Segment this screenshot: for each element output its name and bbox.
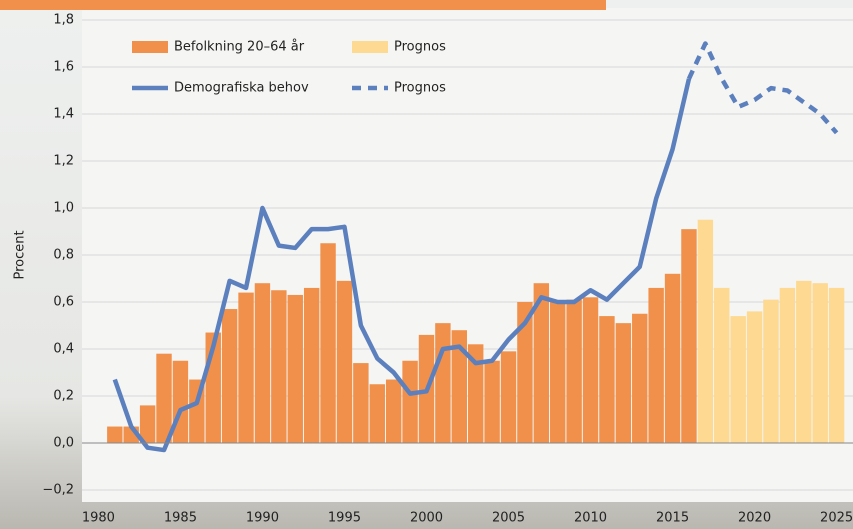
x-tick-label: 1990 bbox=[246, 511, 279, 526]
y-tick-label: 0,0 bbox=[53, 436, 74, 451]
y-tick-label: 1,0 bbox=[53, 201, 74, 216]
bar bbox=[829, 288, 844, 443]
bar bbox=[550, 302, 565, 443]
y-tick-label: 1,8 bbox=[53, 13, 74, 28]
bar bbox=[353, 363, 368, 443]
bar bbox=[665, 274, 680, 443]
y-axis-label: Procent bbox=[13, 230, 28, 279]
legend-swatch bbox=[132, 41, 168, 53]
bar bbox=[484, 361, 499, 443]
legend-label: Befolkning 20–64 år bbox=[174, 40, 305, 55]
x-tick-label: 1995 bbox=[328, 511, 361, 526]
y-tick-label: 0,8 bbox=[53, 248, 74, 263]
bar bbox=[648, 288, 663, 443]
legend-label: Prognos bbox=[394, 40, 446, 55]
y-tick-label: 0,4 bbox=[53, 342, 74, 357]
bar bbox=[632, 314, 647, 443]
x-tick-label: 1980 bbox=[82, 511, 115, 526]
x-tick-label: 2010 bbox=[574, 511, 607, 526]
bar bbox=[337, 281, 352, 443]
y-tick-label: 1,6 bbox=[53, 60, 74, 75]
bar bbox=[698, 220, 713, 443]
bar bbox=[156, 354, 171, 443]
x-tick-label: 2005 bbox=[492, 511, 525, 526]
x-tick-label: 1985 bbox=[164, 511, 197, 526]
bar bbox=[320, 243, 335, 443]
x-tick-label: 2025 bbox=[820, 511, 853, 526]
bar bbox=[812, 283, 827, 443]
bar bbox=[599, 316, 614, 443]
y-tick-label: 1,4 bbox=[53, 107, 74, 122]
bar bbox=[583, 297, 598, 443]
y-tick-label: 0,6 bbox=[53, 295, 74, 310]
bar bbox=[616, 323, 631, 443]
bar bbox=[304, 288, 319, 443]
bar bbox=[681, 229, 696, 443]
y-tick-label: −0,2 bbox=[42, 483, 74, 498]
y-tick-label: 0,2 bbox=[53, 389, 74, 404]
x-tick-label: 2020 bbox=[738, 511, 771, 526]
bar bbox=[796, 281, 811, 443]
chart: Procent −0,2 0,0 0,2 0,4 0,6 0,8 1,0 1,2 1,4 1,6 1… bbox=[0, 0, 853, 529]
bar bbox=[370, 384, 385, 443]
bar bbox=[747, 311, 762, 443]
bar bbox=[238, 293, 253, 443]
legend-swatch bbox=[352, 41, 388, 53]
bar bbox=[271, 290, 286, 443]
y-tick-label: 1,2 bbox=[53, 154, 74, 169]
bar bbox=[501, 351, 516, 443]
bar bbox=[288, 295, 303, 443]
bar bbox=[780, 288, 795, 443]
bar bbox=[714, 288, 729, 443]
x-tick-label: 2000 bbox=[410, 511, 443, 526]
x-tick-label: 2015 bbox=[656, 511, 689, 526]
bar bbox=[386, 380, 401, 443]
bar bbox=[173, 361, 188, 443]
bar bbox=[402, 361, 417, 443]
bar bbox=[763, 300, 778, 443]
legend-label: Demografiska behov bbox=[174, 81, 309, 96]
bar bbox=[566, 300, 581, 443]
bar bbox=[730, 316, 745, 443]
bar bbox=[435, 323, 450, 443]
top-banner bbox=[0, 0, 606, 10]
bar bbox=[255, 283, 270, 443]
bar bbox=[222, 309, 237, 443]
bar bbox=[107, 427, 122, 443]
legend-label: Prognos bbox=[394, 81, 446, 96]
